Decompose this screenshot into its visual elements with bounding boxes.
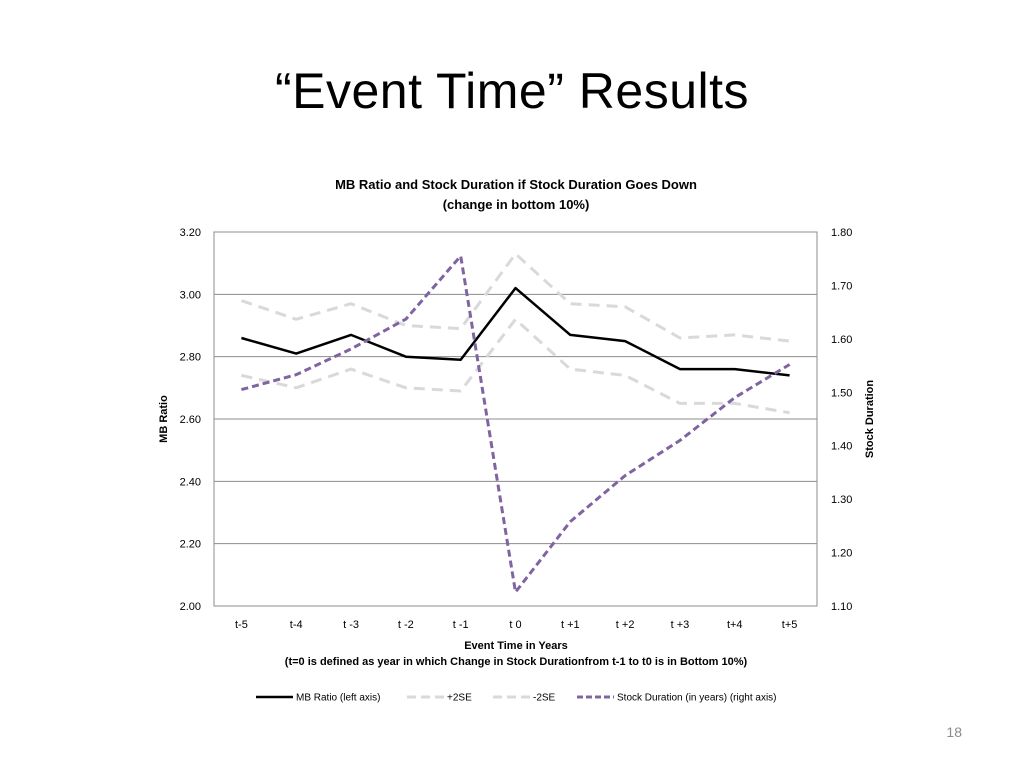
x-axis-ticks: t-5 t-4 t -3 t -2 t -1 t 0 t +1 t +2 t +3 t+4 t+5 xyxy=(235,619,797,631)
series-line-stock-duration xyxy=(241,254,791,594)
x-tick-label: t -3 xyxy=(343,619,359,631)
x-axis-title: Event Time in Years xyxy=(464,640,568,652)
y2-tick-label: 1.60 xyxy=(831,334,852,346)
right-axis-ticks: 1.10 1.20 1.30 1.40 1.50 1.60 1.70 1.80 xyxy=(831,227,852,613)
x-tick-label: t -1 xyxy=(453,619,469,631)
legend-label: -2SE xyxy=(533,693,556,704)
legend-label: Stock Duration (in years) (right axis) xyxy=(617,693,777,704)
legend-label: MB Ratio (left axis) xyxy=(296,693,380,704)
series-layer xyxy=(240,252,791,594)
y-tick-label: 2.60 xyxy=(180,414,201,426)
x-tick-label: t-5 xyxy=(235,619,248,631)
slide-title: “Event Time” Results xyxy=(274,63,749,119)
x-tick-label: t +3 xyxy=(671,619,690,631)
y-tick-label: 2.20 xyxy=(180,539,201,551)
y2-axis-title: Stock Duration xyxy=(864,380,876,459)
y2-tick-label: 1.50 xyxy=(831,387,852,399)
chart-legend: MB Ratio (left axis) +2SE -2SE Stock Durati… xyxy=(256,693,777,704)
x-tick-label: t +1 xyxy=(561,619,580,631)
x-tick-label: t-4 xyxy=(290,619,303,631)
y2-tick-label: 1.70 xyxy=(831,280,852,292)
x-tick-label: t+4 xyxy=(727,619,743,631)
series-line-minus-2se xyxy=(241,317,790,415)
y-tick-label: 3.20 xyxy=(180,227,201,239)
x-tick-label: t -2 xyxy=(398,619,414,631)
series-line-plus-2se xyxy=(240,252,790,343)
y2-tick-label: 1.30 xyxy=(831,494,852,506)
y2-tick-label: 1.10 xyxy=(831,601,852,613)
y2-tick-label: 1.20 xyxy=(831,548,852,560)
chart-title: MB Ratio and Stock Duration if Stock Dur… xyxy=(335,177,697,192)
y2-tick-label: 1.80 xyxy=(831,227,852,239)
x-tick-label: t +2 xyxy=(616,619,635,631)
y-tick-label: 2.00 xyxy=(180,601,201,613)
slide-number: 18 xyxy=(946,724,962,740)
legend-label: +2SE xyxy=(447,693,472,704)
x-tick-label: t 0 xyxy=(509,619,521,631)
y-axis-title: MB Ratio xyxy=(158,395,170,443)
y-tick-label: 2.80 xyxy=(180,352,201,364)
y-tick-label: 3.00 xyxy=(180,289,201,301)
left-axis-ticks: 2.00 2.20 2.40 2.60 2.80 3.00 3.20 xyxy=(180,227,201,613)
x-axis-note: (t=0 is defined as year in which Change … xyxy=(285,656,748,668)
y2-tick-label: 1.40 xyxy=(831,441,852,453)
y-tick-label: 2.40 xyxy=(180,476,201,488)
chart-subtitle: (change in bottom 10%) xyxy=(443,197,590,212)
series-line-mb-ratio xyxy=(241,286,790,377)
x-tick-label: t+5 xyxy=(782,619,798,631)
plot-area-border xyxy=(213,231,818,607)
